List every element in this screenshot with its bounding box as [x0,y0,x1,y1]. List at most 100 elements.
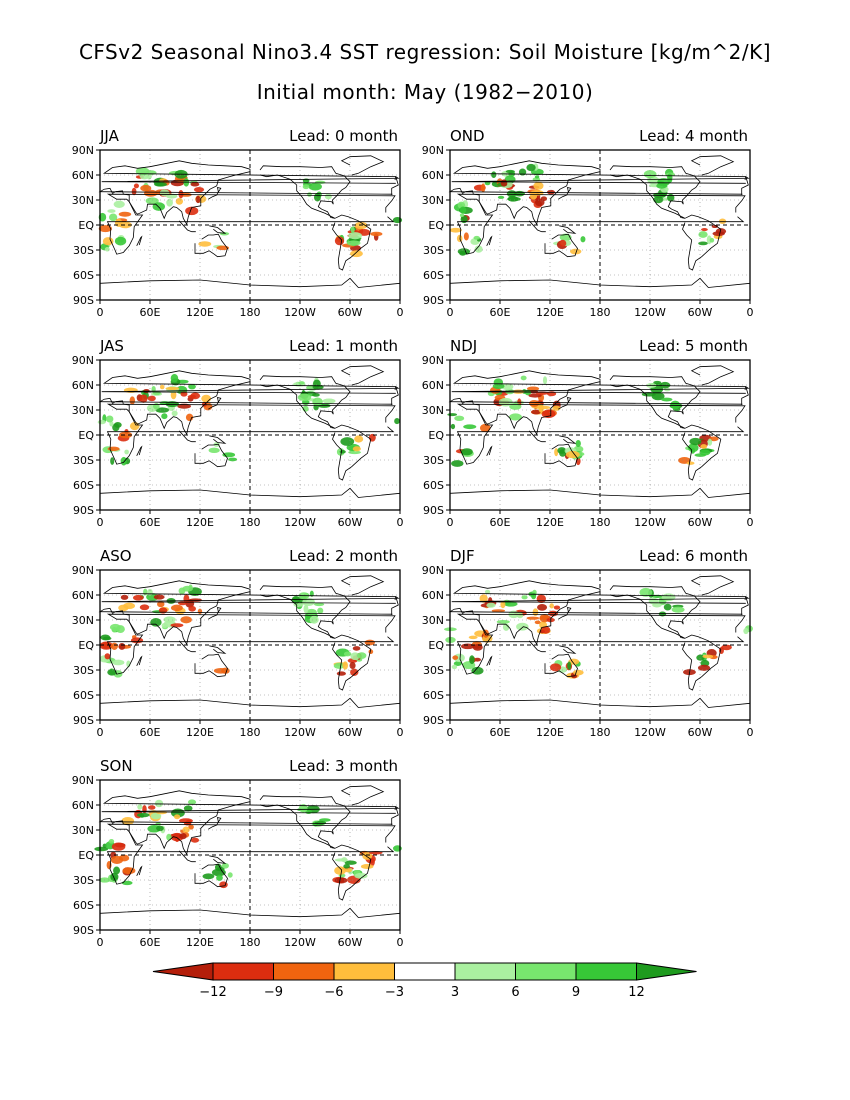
panel-season-label: JJA [99,127,120,145]
colorbar-segment [273,962,335,981]
anomaly-patch [108,839,115,844]
coastline [558,186,572,200]
anomaly-patch [580,236,586,243]
anomaly-patch [313,602,325,607]
coastline [178,220,196,233]
lon-tick-label: 60W [338,306,363,319]
panel-season-label: OND [450,127,485,145]
anomaly-patch [157,601,165,608]
lat-tick-label: 30N [72,824,94,837]
anomaly-patch [468,635,478,640]
anomaly-patch [159,384,165,390]
lon-tick-label: 120E [186,936,214,949]
anomaly-patch [171,410,178,417]
anomaly-patch [154,799,164,808]
anomaly-patch [153,403,160,410]
coastline [340,155,385,176]
anomaly-patch [514,190,525,197]
anomaly-patch [689,437,702,446]
anomaly-patch [333,662,345,669]
coastline [340,365,385,386]
lon-tick-label: 60W [688,726,713,739]
lon-tick-label: 0 [747,306,754,319]
anomaly-patch [500,601,506,609]
anomaly-patch [165,386,180,391]
coastline [690,365,735,386]
lat-tick-label: EQ [428,639,444,652]
lon-tick-label: 120E [536,306,564,319]
lon-tick-label: 0 [97,516,104,529]
anomaly-patch [518,168,527,176]
anomaly-patch [707,438,713,446]
lon-tick-label: 0 [747,516,754,529]
coastline [456,403,746,465]
coastline [259,585,351,639]
anomaly-patch [509,413,522,421]
anomaly-patch [144,189,158,197]
anomaly-patch [453,661,462,666]
coastline [682,424,722,481]
anomaly-patch [456,234,463,243]
coastline [559,435,577,444]
anomaly-patch [107,669,117,676]
lat-tick-label: 30N [422,614,444,627]
colorbar-label: −3 [385,985,404,1000]
anomaly-patch [484,589,491,594]
colorbar-label: 3 [451,985,459,1000]
anomaly-patch [459,250,467,256]
lat-tick-label: 30S [73,874,94,887]
colorbar-label: 9 [572,985,580,1000]
coastline [194,443,228,468]
colorbar-segment [575,962,637,981]
anomaly-field [449,163,727,256]
colorbar-segment [212,962,274,981]
anomaly-patch [528,393,542,398]
anomaly-patch [188,824,194,830]
coastline [528,220,546,233]
panel-lead-label: Lead: 1 month [289,337,398,355]
anomaly-patch [460,215,468,224]
coastline [544,233,578,258]
coastline [101,386,400,394]
anomaly-patch [180,616,192,624]
lat-tick-label: 90S [423,504,444,517]
anomaly-patch [334,236,345,246]
lat-tick-label: EQ [78,639,94,652]
anomaly-patch [348,232,362,240]
anomaly-patch [686,461,695,465]
anomaly-patch [146,173,152,180]
coastline [99,907,401,918]
anomaly-patch [352,646,361,651]
anomaly-patch [190,392,201,400]
coastline [209,645,227,654]
lat-tick-label: 60N [72,379,94,392]
anomaly-patch [302,597,315,607]
anomaly-patch [698,241,708,246]
anomaly-patch [451,460,464,467]
anomaly-patch [502,623,510,631]
anomaly-patch [150,812,162,820]
lat-tick-label: EQ [78,429,94,442]
anomaly-patch [472,644,483,651]
lon-tick-label: 60W [688,516,713,529]
anomaly-patch [479,423,491,433]
lat-tick-label: 90N [422,144,444,157]
coastline [98,370,399,436]
anomaly-patch [178,189,184,199]
anomaly-patch [132,594,144,601]
lon-tick-label: 120E [536,726,564,739]
lat-tick-label: 90S [73,294,94,307]
anomaly-patch [546,189,556,195]
anomaly-patch [471,666,484,675]
coastline [486,445,493,456]
anomaly-patch [109,623,121,631]
anomaly-patch [354,221,368,230]
anomaly-patch [120,594,129,600]
anomaly-patch [360,863,374,869]
anomaly-patch [104,247,110,252]
coastline [136,865,143,876]
